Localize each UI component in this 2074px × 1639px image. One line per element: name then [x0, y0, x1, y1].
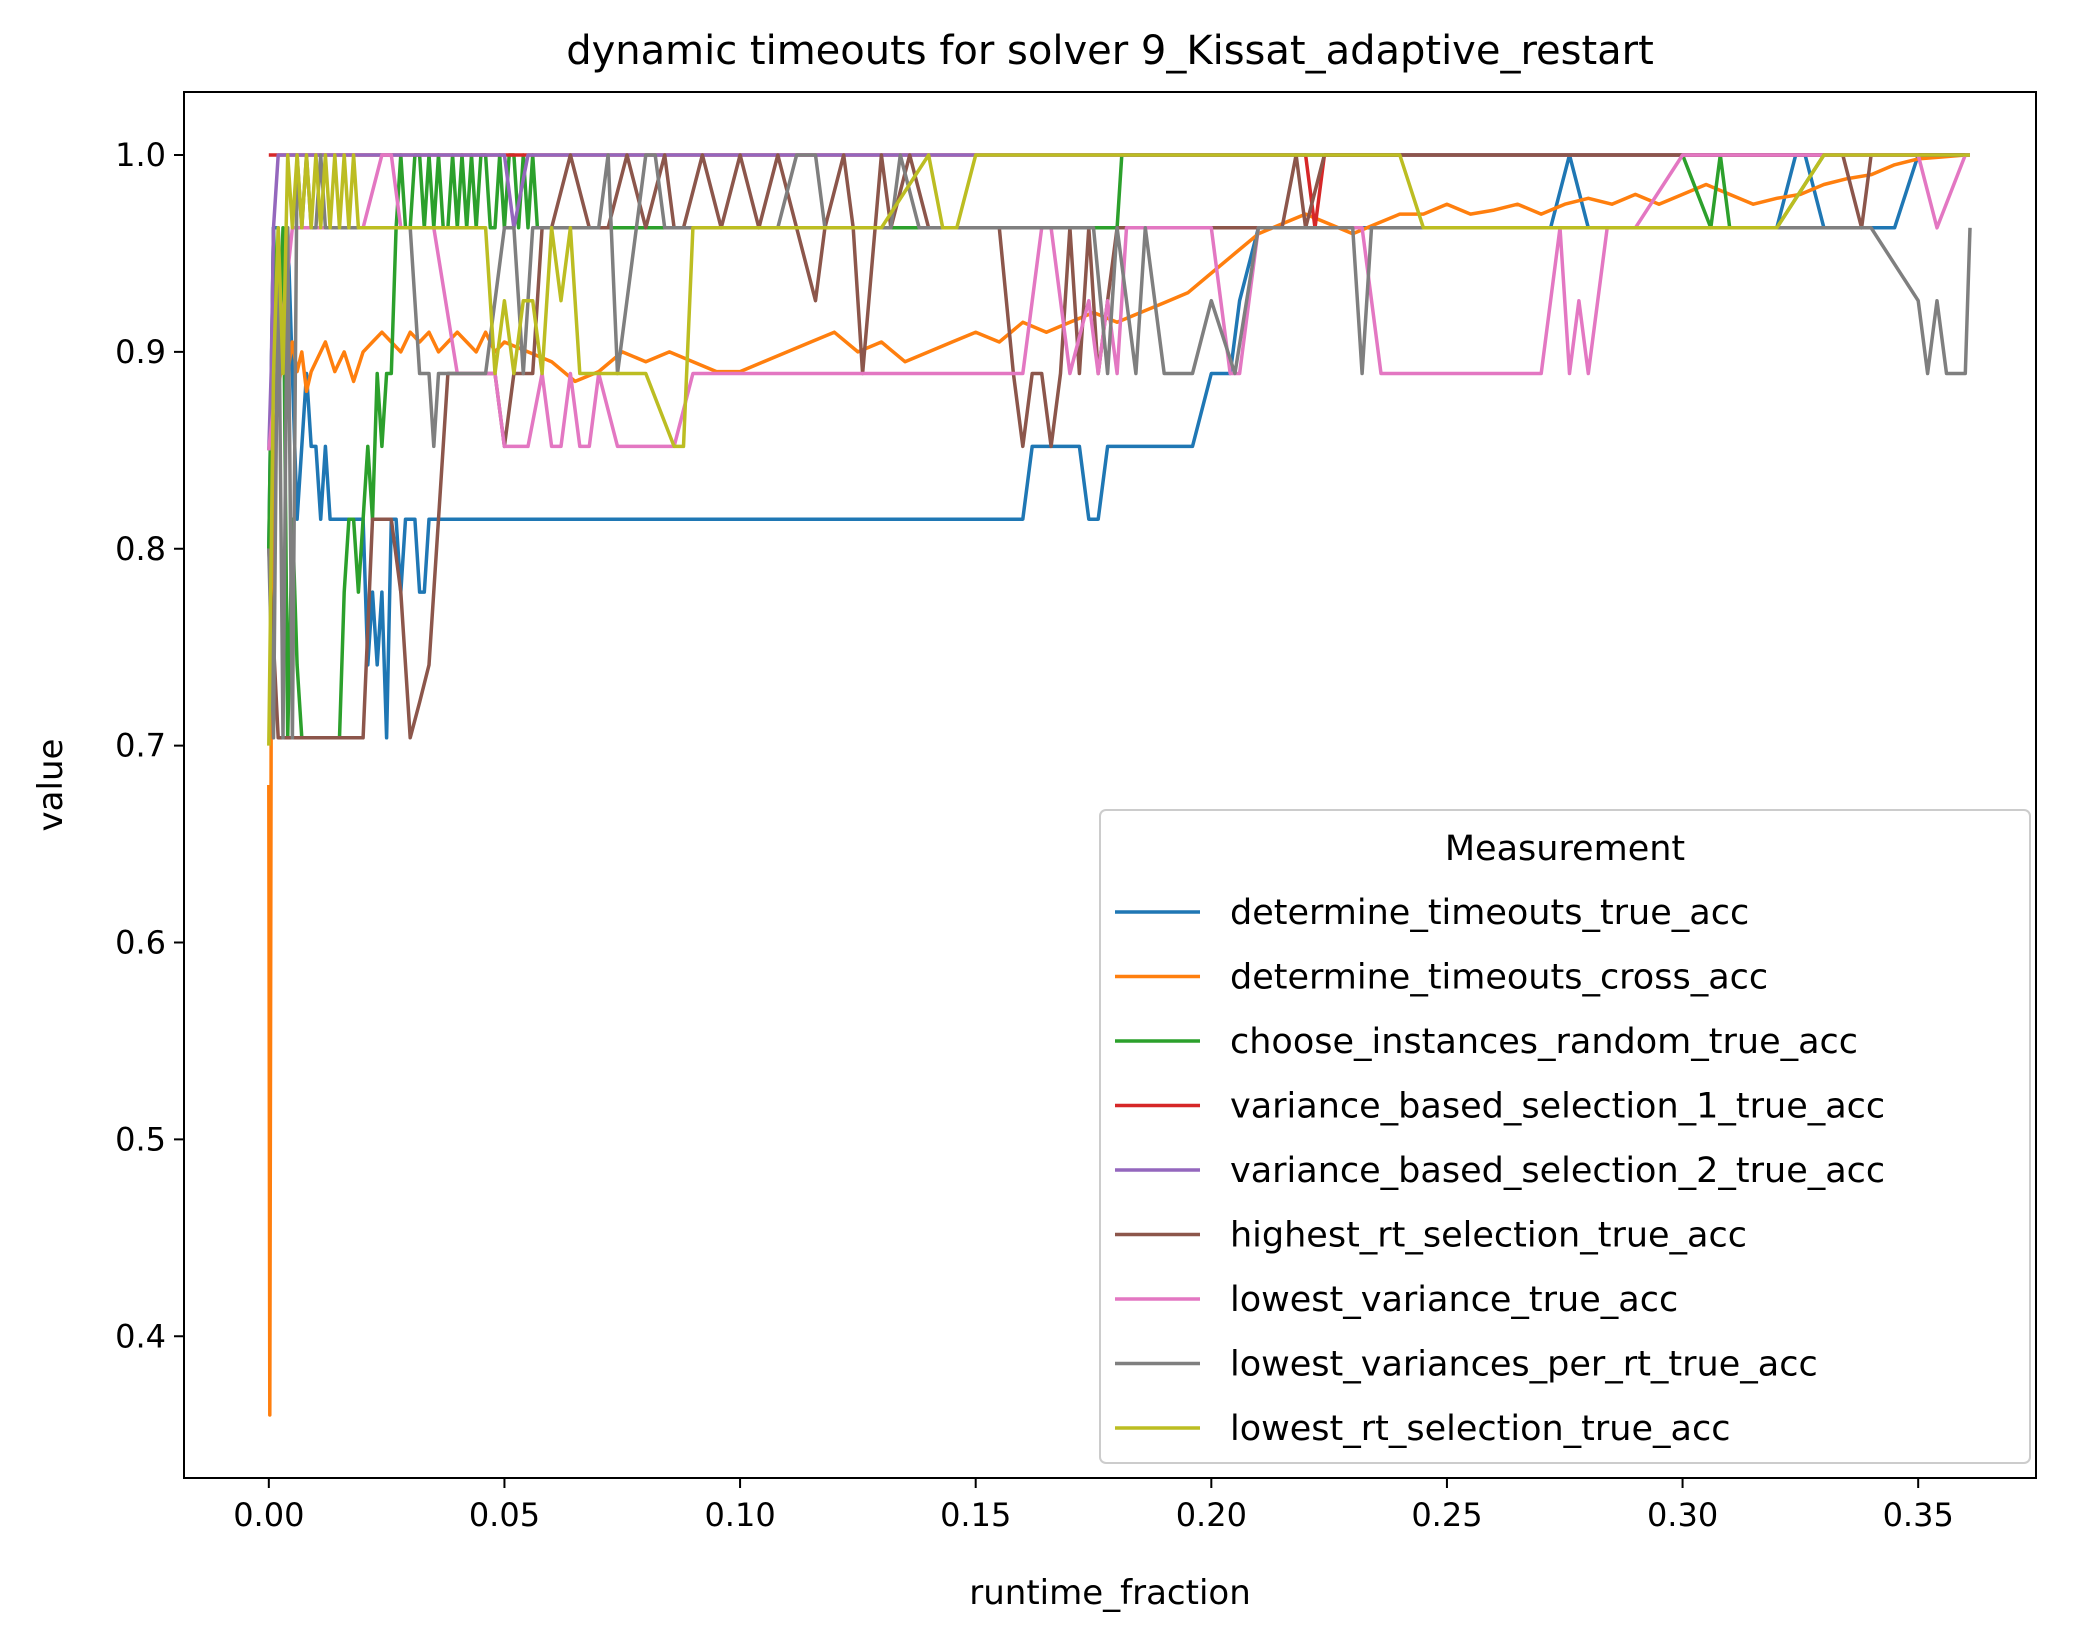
plot-lines	[267, 153, 1972, 1417]
legend: Measurement determine_timeouts_true_accd…	[1099, 809, 2031, 1464]
legend-entry-label: choose_instances_random_true_acc	[1230, 1022, 1858, 1062]
y-tick-label: 0.5	[115, 1120, 166, 1158]
x-tick-label: 0.05	[469, 1496, 540, 1534]
x-axis: 0.00 0.05 0.10 0.15 0.20 0.25 0.30 0.35	[233, 1478, 1954, 1534]
x-tick-label: 0.10	[704, 1496, 775, 1534]
x-tick-label: 0.15	[940, 1496, 1011, 1534]
series-line-9	[267, 153, 1970, 746]
chart-title: dynamic timeouts for solver 9_Kissat_ada…	[566, 28, 1654, 74]
y-tick-label: 0.7	[115, 727, 166, 765]
legend-items: determine_timeouts_true_acc determine_tim…	[1115, 893, 1885, 1449]
legend-entry-label: variance_based_selection_1_true_acc	[1230, 1087, 1885, 1127]
legend-entry-label: highest_rt_selection_true_acc	[1230, 1216, 1747, 1256]
y-tick-label: 0.6	[115, 924, 166, 962]
series-line-7	[267, 153, 1970, 451]
y-axis: 0.4 0.5 0.6 0.7 0.8 0.9 1.0	[115, 136, 184, 1355]
x-tick-label: 0.30	[1647, 1496, 1718, 1534]
y-axis-label: value	[31, 739, 71, 832]
legend-title: Measurement	[1445, 829, 1685, 869]
y-tick-label: 0.4	[115, 1317, 166, 1355]
legend-entry-label: determine_timeouts_cross_acc	[1230, 958, 1768, 998]
y-tick-label: 0.9	[115, 333, 166, 371]
x-axis-label: runtime_fraction	[969, 1573, 1251, 1613]
legend-box	[1099, 809, 2031, 1464]
legend-entry-label: lowest_variances_per_rt_true_acc	[1230, 1345, 1818, 1385]
series-line-2	[267, 153, 1970, 1417]
legend-entry-label: lowest_variance_true_acc	[1230, 1280, 1678, 1320]
x-tick-label: 0.35	[1883, 1496, 1954, 1534]
plot-frame	[183, 91, 2037, 1479]
legend-entry-label: variance_based_selection_2_true_acc	[1230, 1151, 1885, 1191]
y-tick-label: 1.0	[115, 136, 166, 174]
x-tick-label: 0.00	[233, 1496, 304, 1534]
y-tick-label: 0.8	[115, 530, 166, 568]
x-tick-label: 0.20	[1176, 1496, 1247, 1534]
legend-entry-label: determine_timeouts_true_acc	[1230, 893, 1749, 933]
x-tick-label: 0.25	[1411, 1496, 1482, 1534]
legend-entry-label: lowest_rt_selection_true_acc	[1230, 1409, 1730, 1449]
